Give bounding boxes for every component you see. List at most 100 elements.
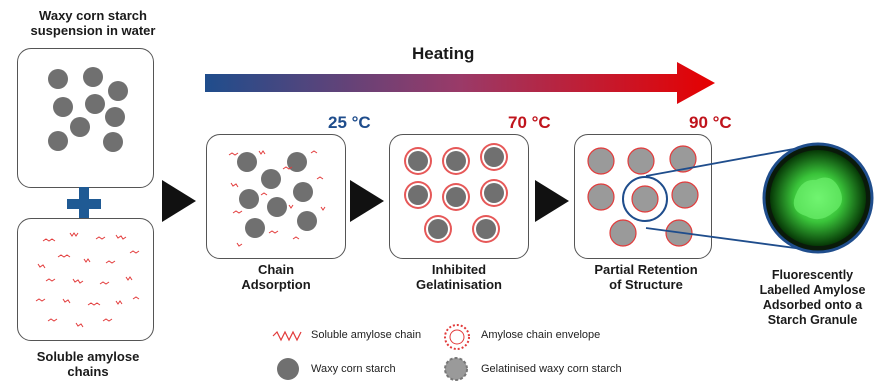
suspension-label-line1: Waxy corn starch [39,8,147,23]
chain [310,150,318,154]
stage3-line2: of Structure [609,277,683,292]
fluorescent-granule-image [762,142,874,254]
granule [105,107,125,127]
granule [239,189,259,209]
granule [293,182,313,202]
inhibited-granules [404,143,508,243]
chain [236,242,243,247]
zoom-lines [645,145,811,251]
stage1-line1: Chain [257,262,295,277]
chain [62,298,71,304]
plus-icon [67,187,101,221]
stage-inhibited-gelatinisation-box [389,134,529,259]
chain [57,254,71,258]
chain [95,236,106,240]
temp-70: 70 °C [508,113,551,132]
chain [129,250,140,254]
granule [428,219,448,239]
gelatinised-granule [631,185,659,213]
chain [288,204,294,209]
soluble-label: Soluble amylose chains [8,349,168,379]
gelatinised-granule [587,183,615,211]
granule [48,131,68,151]
chain [99,281,110,285]
granule [446,187,466,207]
granule [53,97,73,117]
suspension-box [17,48,154,188]
stage-inhibited-gelatinisation-label: Inhibited Gelatinisation [389,262,529,292]
legend-chain-envelope: Amylose chain envelope [481,329,601,341]
chain [292,236,300,240]
chain [87,302,101,306]
chain [232,210,243,214]
granule [48,69,68,89]
gelatinised-granule [669,145,697,173]
zoom-ring [622,176,668,222]
chain [102,318,113,322]
gelatinised-granule [609,219,637,247]
gelatinised-legend-icon [444,357,468,381]
stage2-line2: Gelatinisation [416,277,502,292]
granule [484,147,504,167]
chain [37,263,46,269]
heating-label: Heating [412,44,475,63]
fluorescent-line4: Starch Granule [767,313,858,327]
granule [267,197,287,217]
legend-waxy-starch: Waxy corn starch [311,363,396,375]
fluorescent-line2: Labelled Amylose [759,283,866,297]
soluble-label-line1: Soluble amylose [36,349,140,364]
granule [245,218,265,238]
stage-partial-retention-box [574,134,712,259]
granule [70,117,90,137]
suspension-granules [48,67,128,152]
chain [282,166,293,170]
granule [408,151,428,171]
granule [408,185,428,205]
chain [47,318,58,322]
chain [260,192,268,196]
fluorescent-line3: Adsorbed onto a [762,298,863,312]
legend-gelatinised: Gelatinised waxy corn starch [481,363,622,375]
chain [72,278,84,284]
stage-arrow-icon [350,180,384,222]
granule [261,169,281,189]
soluble-label-line2: chains [67,364,109,379]
granule [237,152,257,172]
chain [115,300,123,305]
suspension-label-line2: suspension in water [30,23,156,38]
chain [132,296,140,300]
legend-soluble-chain: Soluble amylose chain [311,329,422,341]
stage2-line1: Inhibited [431,262,487,277]
granule [85,94,105,114]
chain [320,206,326,211]
retention-granules [587,145,699,247]
gelatinised-granule [671,181,699,209]
soluble-chain-legend-icon [272,330,302,342]
fluorescent-label: Fluorescently Labelled Amylose Adsorbed … [738,268,887,328]
suspension-label: Waxy corn starch suspension in water [18,8,168,38]
chain [230,182,239,188]
chain [258,150,266,155]
stage3-line1: Partial Retention [594,262,698,277]
granule [103,132,123,152]
chain [69,232,79,237]
chain [45,278,56,282]
granule [297,211,317,231]
granule [287,152,307,172]
stage-arrow-icon [535,180,569,222]
granule [83,67,103,87]
chain [105,260,116,264]
granule [476,219,496,239]
adsorption-granules [228,150,326,247]
fluorescent-line1: Fluorescently [771,268,854,282]
chain [35,298,46,302]
stage-partial-retention-label: Partial Retention of Structure [566,262,726,292]
chain [228,152,239,156]
amylose-box [17,218,154,341]
chain [115,234,127,240]
granule [484,183,504,203]
waxy-starch-legend-icon [277,358,299,380]
chain [75,322,84,328]
granule [446,151,466,171]
chain [42,238,56,242]
